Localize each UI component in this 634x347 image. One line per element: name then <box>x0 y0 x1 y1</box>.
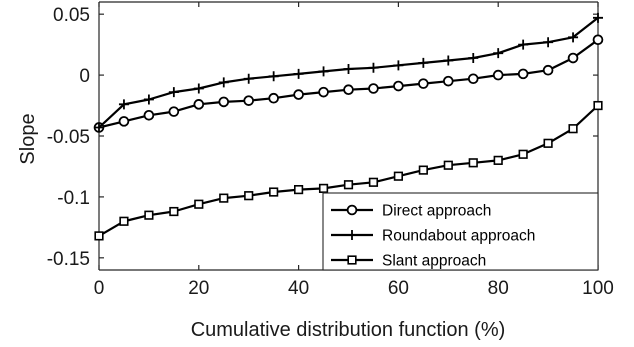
data-point-roundabout-approach <box>393 60 404 71</box>
data-point-roundabout-approach <box>218 77 229 88</box>
axes: 0 20 40 60 80 100 0.05 0 -0.05 -0.1 -0.15 <box>47 1 614 299</box>
data-point-roundabout-approach <box>118 99 129 110</box>
data-point-roundabout-approach <box>443 55 454 66</box>
data-point-slant-approach <box>393 171 404 181</box>
legend-label-direct-approach: Direct approach <box>382 203 491 220</box>
x-tick-label: 80 <box>488 278 509 299</box>
legend-marker-roundabout-approach <box>347 230 357 240</box>
series-slant-approach <box>94 100 603 241</box>
data-point-roundabout-approach <box>318 66 329 77</box>
data-point-direct-approach <box>268 92 279 104</box>
data-point-direct-approach <box>143 109 155 121</box>
legend: Direct approach Roundabout approach Slant … <box>322 192 599 271</box>
data-point-slant-approach <box>518 149 528 159</box>
data-point-roundabout-approach <box>168 87 179 98</box>
legend-marker-direct-approach <box>346 204 358 216</box>
data-point-slant-approach <box>94 231 104 241</box>
data-point-roundabout-approach <box>543 37 554 48</box>
y-tick-label: 0 <box>79 66 90 87</box>
data-point-slant-approach <box>244 191 254 201</box>
y-tick-label: -0.05 <box>47 127 90 148</box>
x-tick-label: 20 <box>188 278 209 299</box>
y-tick-label: -0.15 <box>47 249 90 270</box>
data-point-direct-approach <box>318 86 329 98</box>
y-tick-label: 0.05 <box>53 5 90 26</box>
series-layer <box>93 12 604 241</box>
data-point-roundabout-approach <box>368 62 379 73</box>
data-point-direct-approach <box>168 106 180 117</box>
data-point-slant-approach <box>468 158 478 168</box>
data-point-slant-approach <box>443 160 453 170</box>
data-point-slant-approach <box>269 187 279 197</box>
data-point-roundabout-approach <box>243 73 254 84</box>
series-roundabout-approach <box>94 12 603 133</box>
data-point-slant-approach <box>194 199 204 209</box>
data-point-roundabout-approach <box>593 12 603 23</box>
legend-box <box>322 192 599 271</box>
data-point-slant-approach <box>293 185 304 195</box>
data-point-slant-approach <box>119 216 129 226</box>
data-point-slant-approach <box>144 210 154 220</box>
data-point-slant-approach <box>343 180 354 190</box>
data-point-slant-approach <box>568 124 578 134</box>
data-point-roundabout-approach <box>268 71 279 82</box>
data-point-direct-approach <box>418 78 429 89</box>
data-point-slant-approach <box>593 100 603 111</box>
data-point-direct-approach <box>243 95 255 106</box>
data-point-direct-approach <box>592 34 604 46</box>
data-point-roundabout-approach <box>343 64 354 74</box>
data-point-direct-approach <box>492 69 504 81</box>
data-point-roundabout-approach <box>193 83 204 94</box>
x-tick-label: 40 <box>288 278 309 299</box>
data-point-direct-approach <box>343 84 354 96</box>
data-point-roundabout-approach <box>418 57 429 68</box>
data-point-slant-approach <box>418 165 428 175</box>
data-point-roundabout-approach <box>94 122 104 133</box>
data-point-direct-approach <box>118 116 130 127</box>
legend-marker-slant-approach <box>347 255 357 265</box>
data-point-roundabout-approach <box>143 94 154 105</box>
data-point-roundabout-approach <box>518 39 529 50</box>
data-point-slant-approach <box>169 206 179 217</box>
data-point-direct-approach <box>567 52 579 64</box>
legend-label-slant-approach: Slant approach <box>382 253 486 270</box>
data-point-roundabout-approach <box>568 32 579 43</box>
data-point-direct-approach <box>517 68 529 80</box>
x-tick-label: 0 <box>94 278 105 299</box>
data-point-direct-approach <box>218 96 230 108</box>
data-point-slant-approach <box>219 193 229 203</box>
data-point-direct-approach <box>442 75 454 87</box>
data-point-direct-approach <box>393 80 404 92</box>
y-tick-label: -0.1 <box>57 188 90 209</box>
data-point-slant-approach <box>318 183 329 193</box>
data-point-direct-approach <box>193 99 205 110</box>
data-point-slant-approach <box>368 177 379 187</box>
data-point-slant-approach <box>543 138 553 148</box>
x-axis-label: Cumulative distribution function (%) <box>191 319 506 341</box>
data-point-direct-approach <box>293 89 304 100</box>
series-direct-approach <box>93 34 604 133</box>
data-point-slant-approach <box>493 155 503 165</box>
data-point-direct-approach <box>542 64 554 76</box>
legend-label-roundabout-approach: Roundabout approach <box>382 228 535 245</box>
data-point-roundabout-approach <box>468 53 479 64</box>
x-tick-label: 100 <box>582 278 614 299</box>
data-point-roundabout-approach <box>293 68 304 79</box>
data-point-direct-approach <box>467 73 479 85</box>
y-axis-label: Slope <box>17 113 39 164</box>
data-point-direct-approach <box>368 83 379 94</box>
data-point-roundabout-approach <box>493 48 504 59</box>
x-tick-label: 60 <box>388 278 409 299</box>
